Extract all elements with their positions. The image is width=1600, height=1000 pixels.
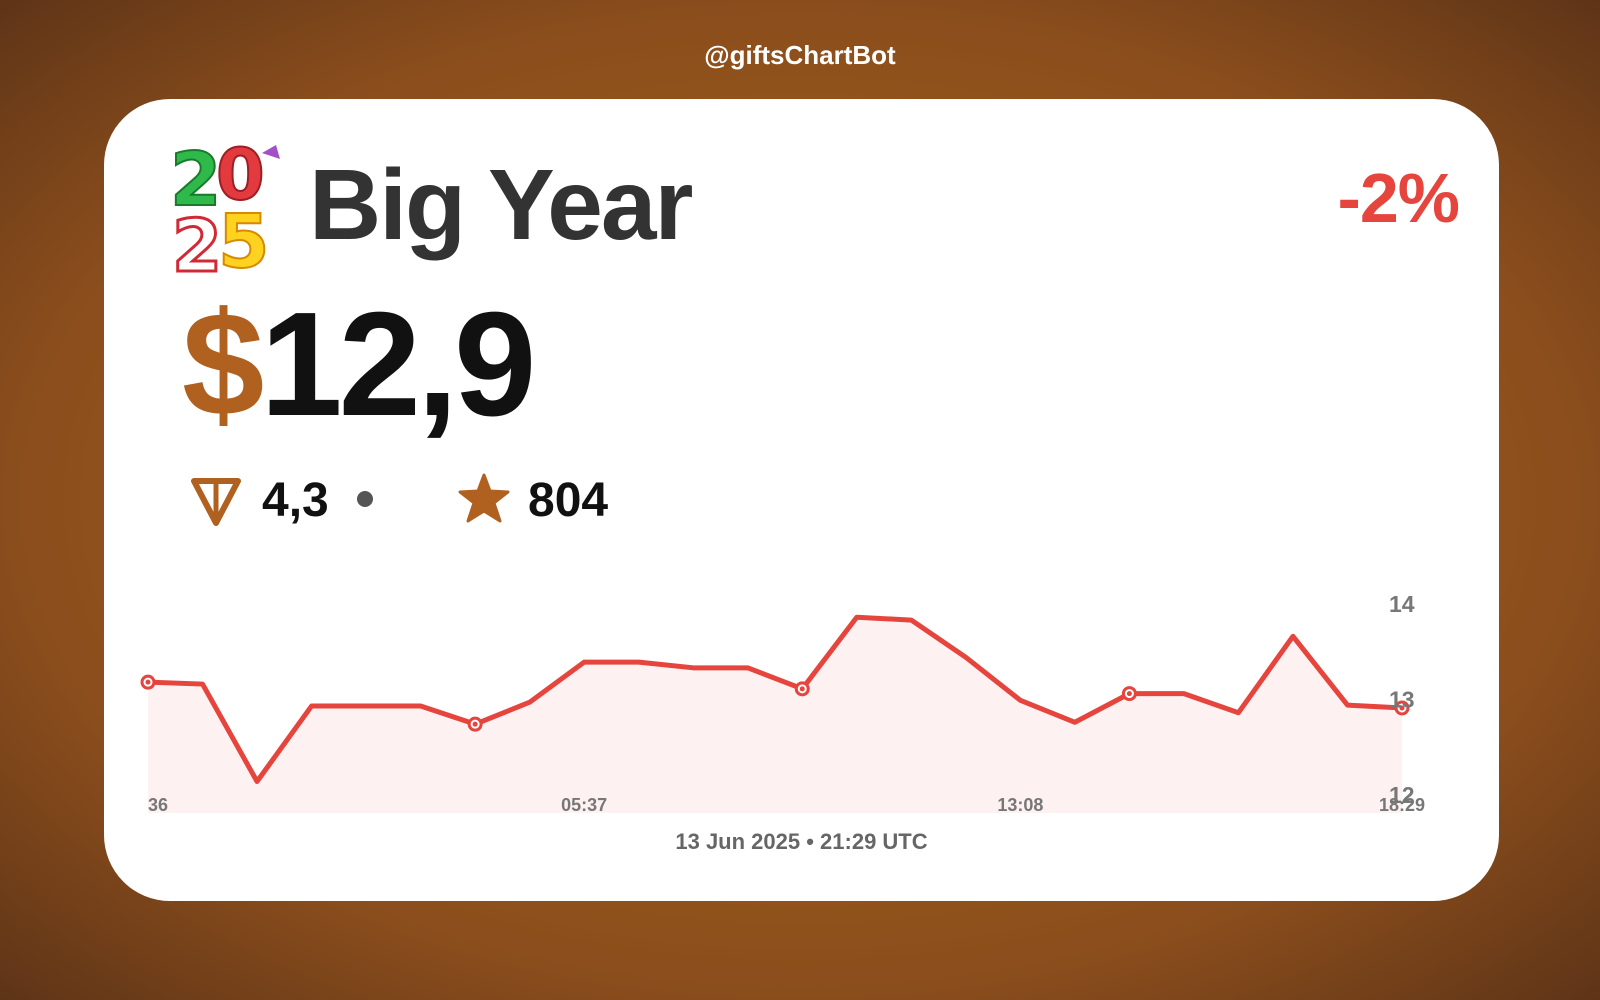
chart-point-center — [472, 721, 478, 727]
x-tick-label: 18:29 — [1379, 795, 1425, 815]
gift-icon-2025: 2 0 2 5 — [169, 135, 280, 275]
ton-icon — [191, 478, 241, 526]
gift-name: Big Year — [309, 149, 693, 261]
bot-handle: @giftsChartBot — [704, 40, 896, 70]
x-tick-label: 36 — [148, 795, 168, 815]
chart-series-line — [145, 614, 1405, 784]
price-change-percent: -2% — [1337, 159, 1460, 237]
timestamp: 13 Jun 2025 • 21:29 UTC — [675, 829, 928, 854]
star-icon — [458, 473, 510, 523]
svg-text:2: 2 — [170, 137, 222, 223]
x-tick-label: 05:37 — [561, 795, 607, 815]
chart-point-center — [145, 679, 151, 685]
chart-point-center — [1399, 705, 1405, 711]
price-value: 12,9 — [260, 282, 536, 447]
svg-text:2: 2 — [172, 204, 222, 275]
y-tick-label: 13 — [1389, 686, 1415, 712]
ton-price: 4,3 — [262, 474, 329, 527]
svg-text:0: 0 — [216, 135, 265, 216]
separator-dot — [357, 491, 373, 507]
svg-text:5: 5 — [218, 199, 270, 275]
y-tick-label: 14 — [1389, 591, 1415, 617]
usd-price: $12,9 — [182, 291, 536, 439]
price-chart: 14 13 12 36 05:37 13:08 18:29 — [140, 591, 1425, 815]
gift-price-card: 2 0 2 5 Big Year -2% $12,9 4,3 804 14 13 1… — [104, 99, 1499, 901]
chart-point-center — [1126, 691, 1132, 697]
currency-symbol: $ — [182, 282, 264, 447]
stars-price: 804 — [528, 474, 609, 527]
chart-area-fill — [148, 617, 1402, 813]
chart-point-center — [799, 686, 805, 692]
y-tick-label: 12 — [1389, 782, 1415, 808]
x-tick-label: 13:08 — [997, 795, 1043, 815]
